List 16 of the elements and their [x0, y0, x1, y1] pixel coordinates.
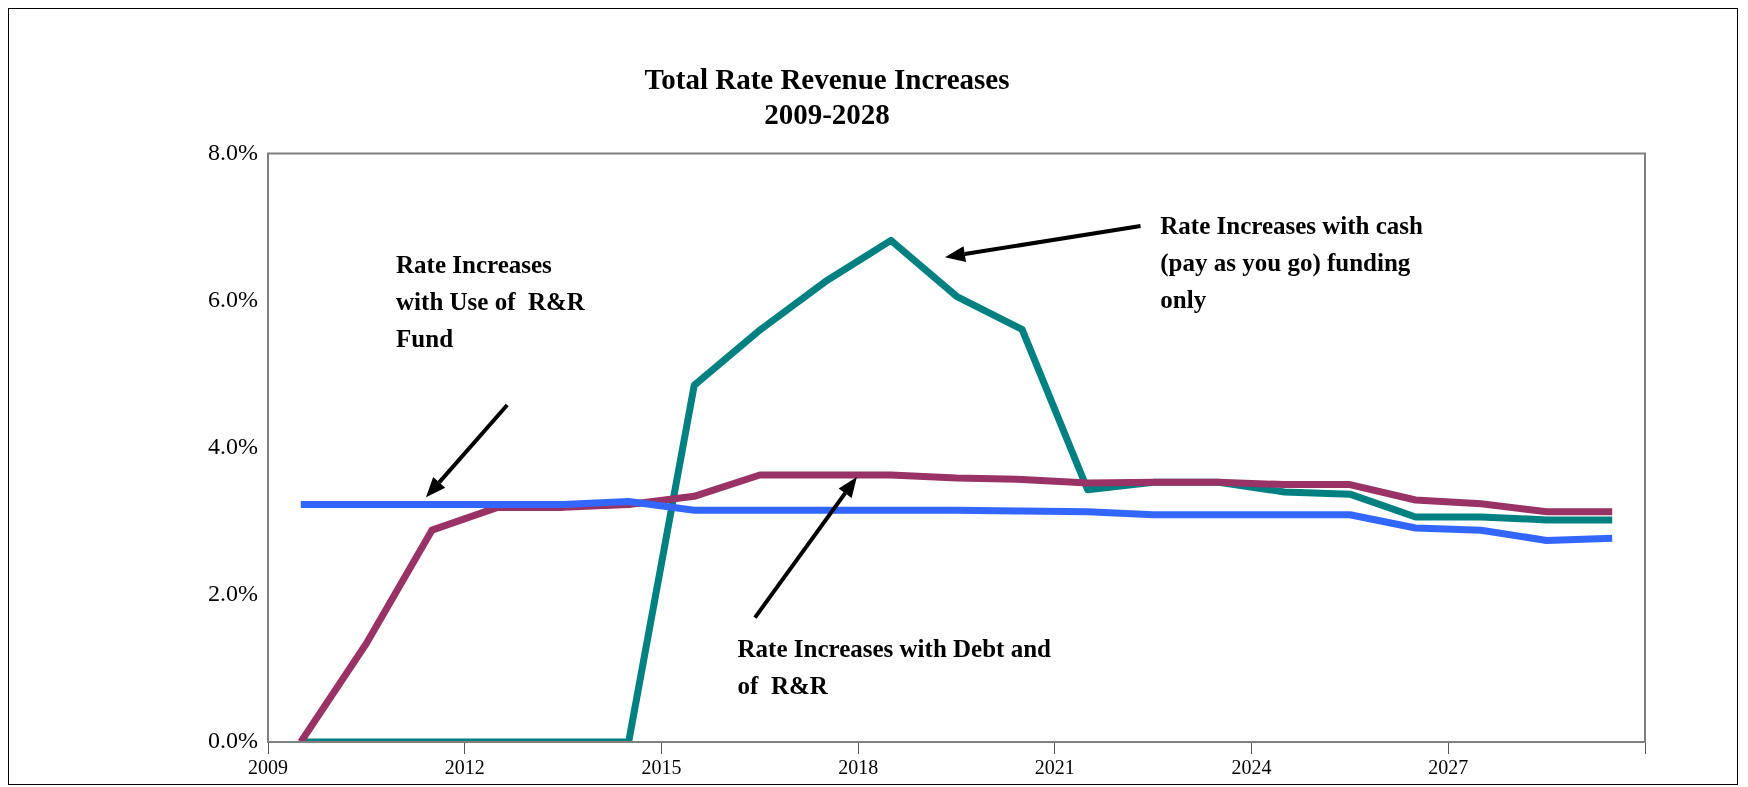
x-tick-label: 2018 [838, 756, 879, 779]
x-tick-label: 2012 [444, 756, 485, 779]
y-tick-label: 4.0% [208, 433, 258, 460]
x-tick-label: 2009 [248, 756, 288, 779]
chart-title: Total Rate Revenue Increases 2009-2028 [644, 62, 1010, 130]
annotation: Rate Increases with Use of R&R Fund [396, 250, 586, 352]
x-tick-label: 2021 [1034, 756, 1075, 779]
x-tick-label: 2015 [641, 756, 682, 779]
y-tick-label: 6.0% [208, 286, 258, 312]
y-tick-label: 2.0% [208, 580, 258, 607]
x-tick-label: 2024 [1231, 756, 1272, 779]
x-tick-label: 2027 [1428, 756, 1469, 779]
y-tick-label: 8.0% [208, 138, 258, 165]
y-tick-label: 0.0% [208, 727, 258, 754]
annotation: Rate Increases with Debt and of R&R [737, 635, 1052, 700]
annotation: Rate Increases with cash (pay as you go) funding only [1160, 212, 1424, 314]
